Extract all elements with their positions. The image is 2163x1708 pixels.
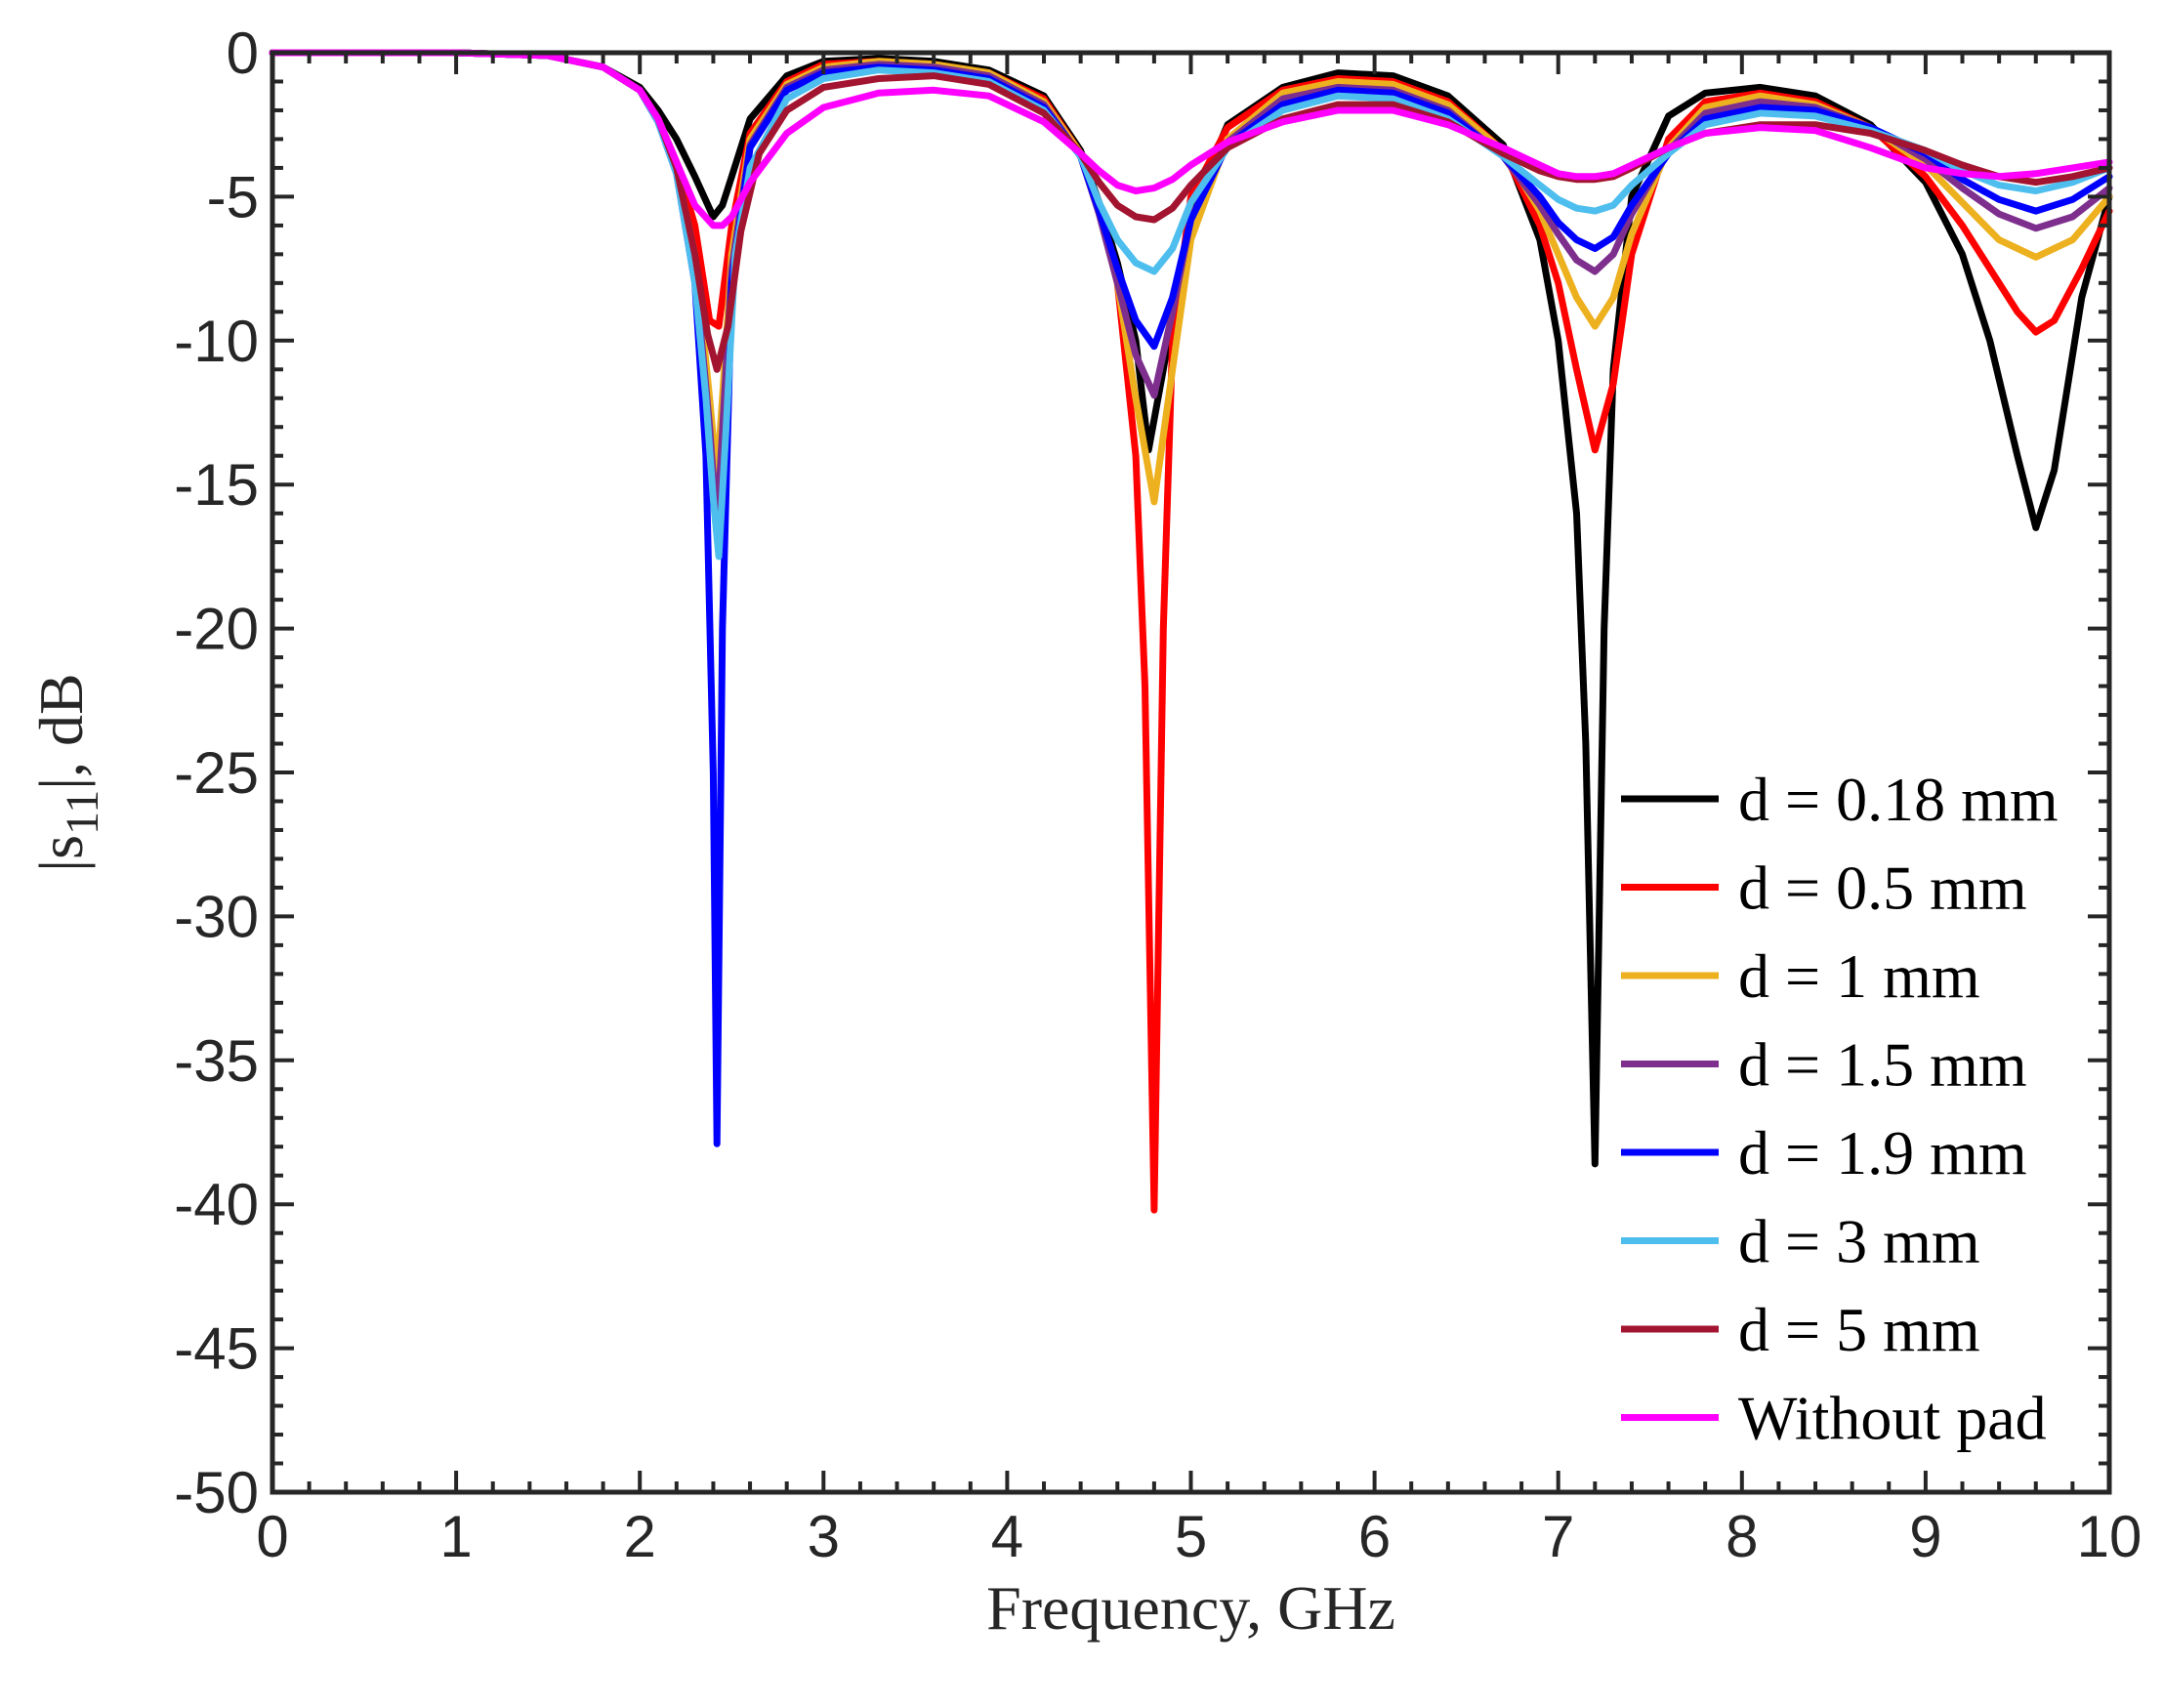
- y-tick-label: -15: [174, 452, 259, 518]
- x-tick-label: 7: [1542, 1504, 1574, 1569]
- series-line-6: [269, 49, 2113, 561]
- plot-frame: [270, 50, 2112, 1495]
- legend-label: d = 3 mm: [1738, 1207, 1980, 1276]
- legend-label: d = 1.5 mm: [1738, 1030, 2027, 1100]
- x-axis-label: Frequency, GHz: [986, 1573, 1395, 1643]
- y-tick-label: -45: [174, 1316, 259, 1382]
- legend-label: d = 1.9 mm: [1738, 1118, 2027, 1187]
- series-line-5: [269, 49, 2113, 1147]
- x-tick-label: 8: [1726, 1504, 1758, 1569]
- x-tick-label: 4: [991, 1504, 1023, 1569]
- y-tick-label: -40: [174, 1172, 259, 1237]
- y-tick-label: 0: [227, 21, 259, 86]
- x-tick-label: 10: [2077, 1504, 2142, 1569]
- y-tick-label: -5: [207, 164, 259, 229]
- series-line-8: [269, 49, 2113, 229]
- y-tick-label: -20: [174, 597, 259, 662]
- x-tick-label: 2: [624, 1504, 656, 1569]
- legend: d = 0.18 mm d = 0.5 mm d = 1 mm d = 1.5 mm d…: [1621, 765, 2059, 1453]
- tick-labels: 0 1 2 3 4 5 6 7 8 9 10 0 -5 -10 -15 -20 -25 -30 -35 -40 -45 -…: [174, 21, 2142, 1569]
- plot-lines: [269, 49, 2113, 1214]
- y-tick-label: -25: [174, 740, 259, 806]
- legend-label: d = 0.5 mm: [1738, 854, 2027, 923]
- y-tick-label: -35: [174, 1028, 259, 1094]
- legend-label: d = 5 mm: [1738, 1295, 1980, 1364]
- y-tick-label: -10: [174, 309, 259, 374]
- y-tick-label: -30: [174, 884, 259, 949]
- legend-label: d = 0.18 mm: [1738, 765, 2059, 834]
- x-tick-label: 6: [1358, 1504, 1391, 1569]
- x-tick-label: 1: [439, 1504, 472, 1569]
- y-tick-label: -50: [174, 1460, 259, 1525]
- legend-label: Without pad: [1738, 1384, 2047, 1453]
- x-tick-label: 0: [256, 1504, 288, 1569]
- x-tick-label: 5: [1175, 1504, 1207, 1569]
- x-tick-label: 3: [808, 1504, 840, 1569]
- y-axis-label: |s11|, dB: [26, 673, 108, 871]
- legend-label: d = 1 mm: [1738, 941, 1980, 1011]
- x-tick-label: 9: [1909, 1504, 1941, 1569]
